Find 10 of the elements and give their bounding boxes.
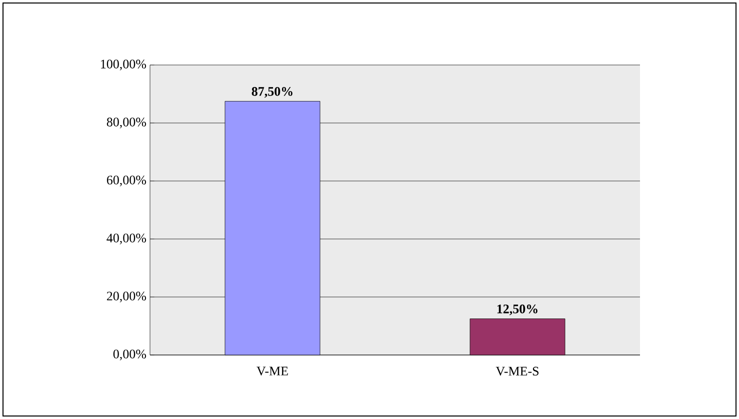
data-label: 12,50% bbox=[497, 304, 538, 316]
y-tick-label: 80,00% bbox=[106, 118, 146, 128]
x-tick-label: V-ME bbox=[256, 366, 288, 376]
y-tick-label: 20,00% bbox=[106, 292, 146, 302]
x-tick-label: V-ME-S bbox=[496, 366, 538, 376]
y-tick-label: 0,00% bbox=[113, 350, 146, 360]
y-tick-label: 60,00% bbox=[106, 176, 146, 186]
y-tick-label: 100,00% bbox=[101, 60, 146, 70]
data-label: 87,50% bbox=[252, 87, 292, 98]
y-tick-label: 40,00% bbox=[106, 234, 146, 244]
